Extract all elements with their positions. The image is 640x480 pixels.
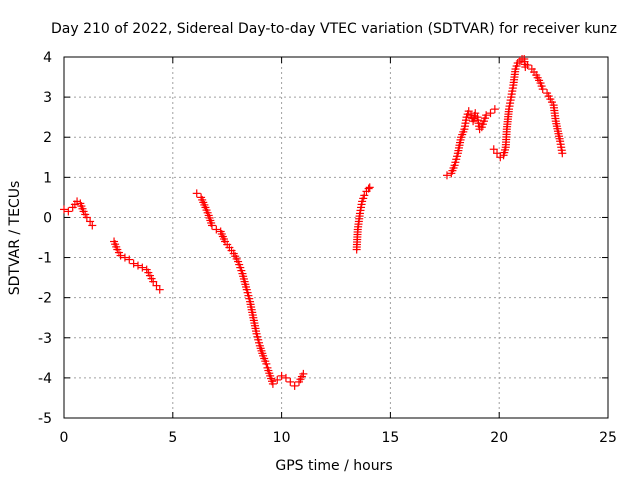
y-tick-label: 1: [43, 170, 52, 186]
data-point: [286, 377, 295, 386]
y-tick-label: -3: [38, 331, 52, 347]
data-point: [82, 213, 91, 222]
data-point: [212, 225, 221, 234]
data-point: [116, 251, 125, 260]
data-point: [133, 261, 142, 270]
grid: [64, 57, 608, 418]
axis-ticks: 0 5 10 15 20 25 -5 -4 -3 -2 -1 0 1 2 3 4: [38, 50, 617, 446]
data-point: [207, 221, 216, 230]
data-point: [273, 375, 282, 384]
data-point: [192, 189, 201, 198]
y-tick-label: 0: [43, 210, 52, 226]
x-tick-label: 15: [381, 430, 399, 446]
y-tick-label: -5: [38, 411, 52, 427]
data-point: [125, 255, 134, 264]
data-point: [281, 373, 290, 382]
data-point: [364, 184, 373, 193]
data-point: [523, 61, 532, 70]
y-tick-label: 2: [43, 130, 52, 146]
x-tick-label: 5: [168, 430, 177, 446]
y-tick-label: -1: [38, 251, 52, 267]
data-point: [482, 111, 491, 120]
y-tick-label: 4: [43, 50, 52, 66]
y-tick-label: 3: [43, 90, 52, 106]
x-axis-label: GPS time / hours: [275, 458, 392, 474]
data-point: [129, 259, 138, 268]
y-tick-label: -2: [38, 291, 52, 307]
data-point: [120, 253, 129, 262]
data-point: [442, 171, 451, 180]
x-tick-label: 0: [60, 430, 69, 446]
data-point: [149, 277, 158, 286]
x-tick-label: 10: [273, 430, 291, 446]
data-point: [152, 281, 161, 290]
data-point: [464, 107, 473, 116]
data-point: [493, 149, 502, 158]
data-point: [558, 149, 567, 158]
y-axis-label: SDTVAR / TECUs: [7, 181, 23, 296]
x-tick-label: 20: [490, 430, 508, 446]
y-tick-label: -4: [38, 371, 52, 387]
data-marks: [60, 55, 567, 390]
data-point: [262, 359, 271, 368]
data-point: [86, 217, 95, 226]
data-point: [489, 145, 498, 154]
data-point: [88, 221, 97, 230]
data-point: [538, 85, 547, 94]
x-tick-label: 25: [599, 430, 617, 446]
data-point: [138, 263, 147, 272]
data-point: [299, 369, 308, 378]
data-point: [268, 379, 277, 388]
data-point: [290, 381, 299, 390]
data-point: [277, 371, 286, 380]
data-point: [490, 105, 499, 114]
data-point: [471, 109, 480, 118]
data-point: [360, 191, 369, 200]
data-point: [486, 109, 495, 118]
data-point: [60, 205, 68, 214]
data-point: [64, 207, 73, 216]
chart-title: Day 210 of 2022, Sidereal Day-to-day VTE…: [51, 21, 617, 37]
plot-frame: [63, 56, 609, 419]
data-point: [365, 183, 374, 192]
data-point: [155, 285, 164, 294]
